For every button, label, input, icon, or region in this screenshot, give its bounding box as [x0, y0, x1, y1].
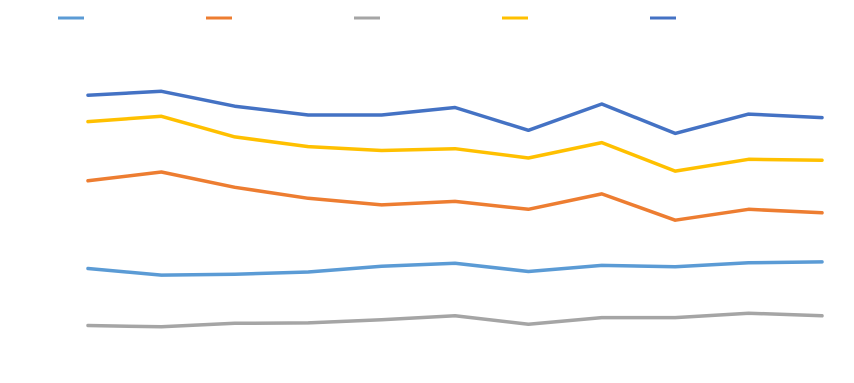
- series-line-1: [86, 260, 824, 277]
- series-layer: [86, 89, 824, 329]
- series-line-4: [86, 114, 824, 173]
- series-line-5: [86, 89, 824, 136]
- series-line-3: [86, 311, 824, 329]
- series-line-2: [86, 170, 824, 222]
